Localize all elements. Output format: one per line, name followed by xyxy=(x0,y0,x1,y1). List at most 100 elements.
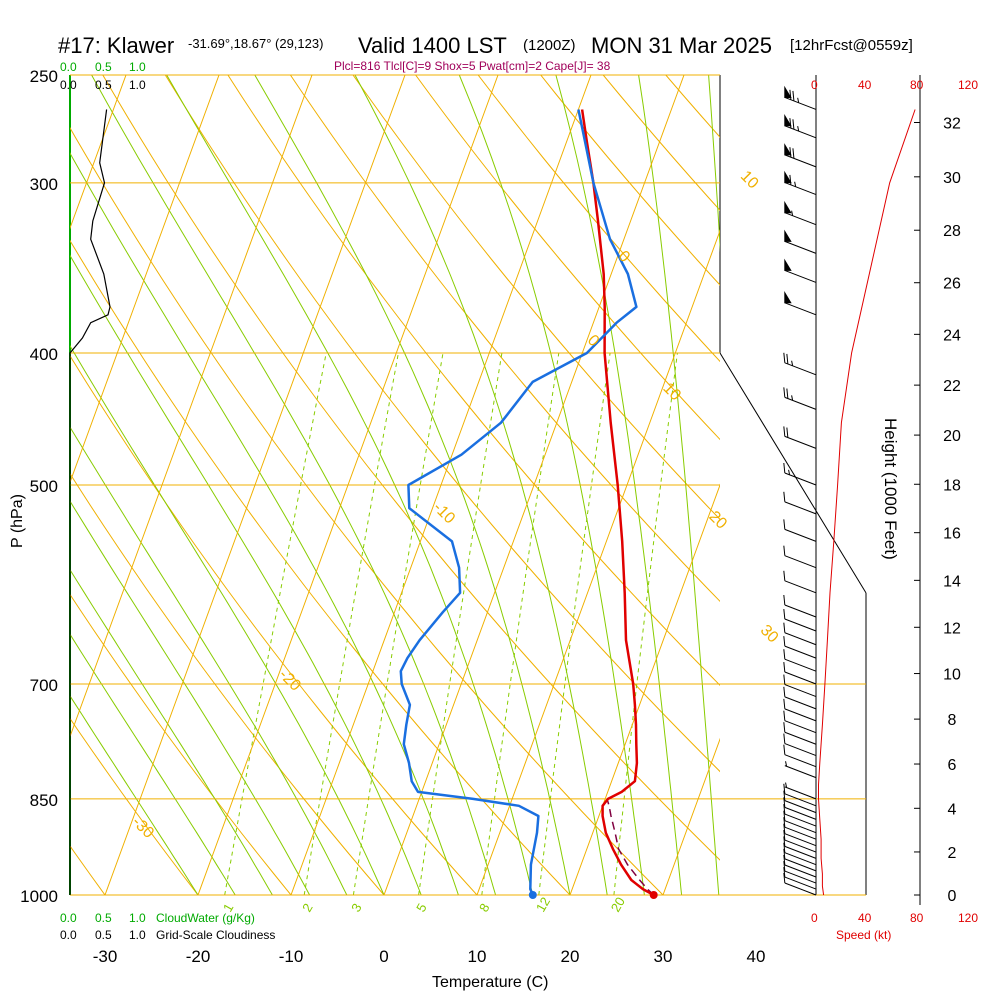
wind-barb-staff xyxy=(784,658,817,672)
height-tick-label: 16 xyxy=(943,526,961,543)
wind-barb xyxy=(783,594,817,618)
wind-barb-flag xyxy=(792,148,795,159)
wind-barb-flag xyxy=(783,861,786,872)
wind-barb-flag xyxy=(783,804,786,815)
wind-barb-staff xyxy=(784,765,817,779)
wind-barb-flag xyxy=(783,722,786,733)
mixing-ratio-label: 5 xyxy=(413,901,430,915)
dry-adiabat-line xyxy=(477,75,720,363)
stability-indices: Plcl=816 Tlcl[C]=9 Shox=5 Pwat[cm]=2 Cap… xyxy=(334,59,611,73)
speed-axis-label: Speed (kt) xyxy=(836,928,891,942)
wind-barb-staff xyxy=(784,618,817,632)
plot-right-border xyxy=(719,352,867,594)
wind-barb-staff xyxy=(784,182,817,196)
surface-dewpoint-dot xyxy=(528,891,537,899)
cloudwater-bottom-tick: 0.5 xyxy=(95,911,112,925)
wind-barb-flag xyxy=(783,823,786,834)
wind-barb-staff xyxy=(784,604,817,618)
wind-barb-staff xyxy=(784,708,817,722)
dry-adiabat-line xyxy=(70,717,199,895)
wind-barb-staff xyxy=(784,240,817,254)
wind-barb-flag xyxy=(783,649,786,660)
height-tick-label: 26 xyxy=(943,276,961,293)
wind-barb xyxy=(783,649,817,672)
pressure-tick-label: 400 xyxy=(30,345,58,364)
cloudiness-bottom-tick: 0.0 xyxy=(60,928,77,942)
isotherm-line xyxy=(70,75,220,484)
wind-barb xyxy=(784,290,817,316)
wind-barb-staff xyxy=(784,813,817,827)
wind-barb xyxy=(783,733,817,757)
height-tick-label: 8 xyxy=(948,712,957,729)
wind-barb-staff xyxy=(784,820,817,834)
wind-barb-staff xyxy=(784,472,817,486)
wind-barb-flag xyxy=(783,387,786,398)
wind-barb-pennant xyxy=(784,143,792,156)
isotherm-line xyxy=(0,75,33,895)
mixing-ratio-line xyxy=(481,352,560,895)
wind-barb-staff xyxy=(784,806,817,820)
wind-barb xyxy=(783,519,817,542)
wind-barb-flag xyxy=(786,353,789,365)
wind-barb-staff xyxy=(784,362,817,376)
wind-barb-staff xyxy=(784,632,817,646)
parcel-line xyxy=(606,798,655,896)
moist-adiabat-line xyxy=(70,694,199,895)
wind-barb-pennant xyxy=(784,113,792,127)
moist-adiabat-line xyxy=(70,254,422,895)
dewpoint-line xyxy=(399,109,638,896)
wind-barb xyxy=(783,836,817,859)
cloudwater-top-tick: 0.0 xyxy=(60,60,77,74)
height-tick-label: 4 xyxy=(948,801,957,818)
wind-barb-staff xyxy=(784,845,817,859)
wind-barb xyxy=(783,426,817,449)
wind-barb xyxy=(783,661,817,685)
wind-barb xyxy=(784,200,817,226)
dry-adiabat-line xyxy=(540,75,720,286)
wind-barb xyxy=(783,797,817,820)
wind-barb xyxy=(783,686,817,710)
wind-barb-pennant xyxy=(784,290,792,304)
mixing-ratio-label: 3 xyxy=(348,901,365,915)
y-axis-title: P (hPa) xyxy=(9,494,26,548)
wind-barb-flag xyxy=(783,594,786,606)
wind-barb xyxy=(784,229,817,254)
moist-adiabat-line xyxy=(70,152,459,895)
wind-barb-flag xyxy=(783,636,786,647)
wind-barb-flag xyxy=(783,622,786,633)
temperature-tick-label: -10 xyxy=(279,947,304,966)
wind-barb-staff xyxy=(784,528,817,542)
wind-barb xyxy=(783,570,817,594)
station-title: #17: Klawer xyxy=(58,33,174,58)
pressure-tick-label: 700 xyxy=(30,676,58,695)
isotherm-label: 10 xyxy=(737,168,762,193)
wind-barb-pennant xyxy=(784,229,792,242)
wind-barb-staff xyxy=(784,671,817,685)
wind-barb xyxy=(783,823,817,847)
wind-barb-staff xyxy=(784,852,817,866)
wind-barb-staff xyxy=(784,870,817,884)
wind-barb-staff xyxy=(784,743,817,757)
wind-barb-staff xyxy=(784,793,817,807)
temperature-tick-label: 0 xyxy=(379,947,388,966)
speed-bottom-tick: 0 xyxy=(811,911,818,925)
wind-barb-staff xyxy=(784,833,817,847)
height-tick-label: 10 xyxy=(943,667,961,684)
wind-barb-flag xyxy=(783,519,786,530)
wind-barb-flag xyxy=(783,570,786,581)
wind-barb-flag xyxy=(783,661,786,673)
utc-time: (1200Z) xyxy=(523,37,576,54)
wind-barb-staff xyxy=(784,269,817,283)
wind-barb xyxy=(783,842,817,866)
wind-barb-staff xyxy=(784,882,817,896)
wind-barb xyxy=(784,113,817,139)
pressure-tick-label: 850 xyxy=(30,791,58,810)
height-tick-label: 0 xyxy=(948,888,957,905)
wind-barb-flag xyxy=(783,491,786,502)
isotherm-label: 20 xyxy=(705,508,730,533)
wind-barb xyxy=(783,790,817,814)
wind-barb-flag xyxy=(783,783,786,794)
wind-barb-staff xyxy=(784,302,817,316)
dry-adiabat-line xyxy=(854,75,1000,895)
